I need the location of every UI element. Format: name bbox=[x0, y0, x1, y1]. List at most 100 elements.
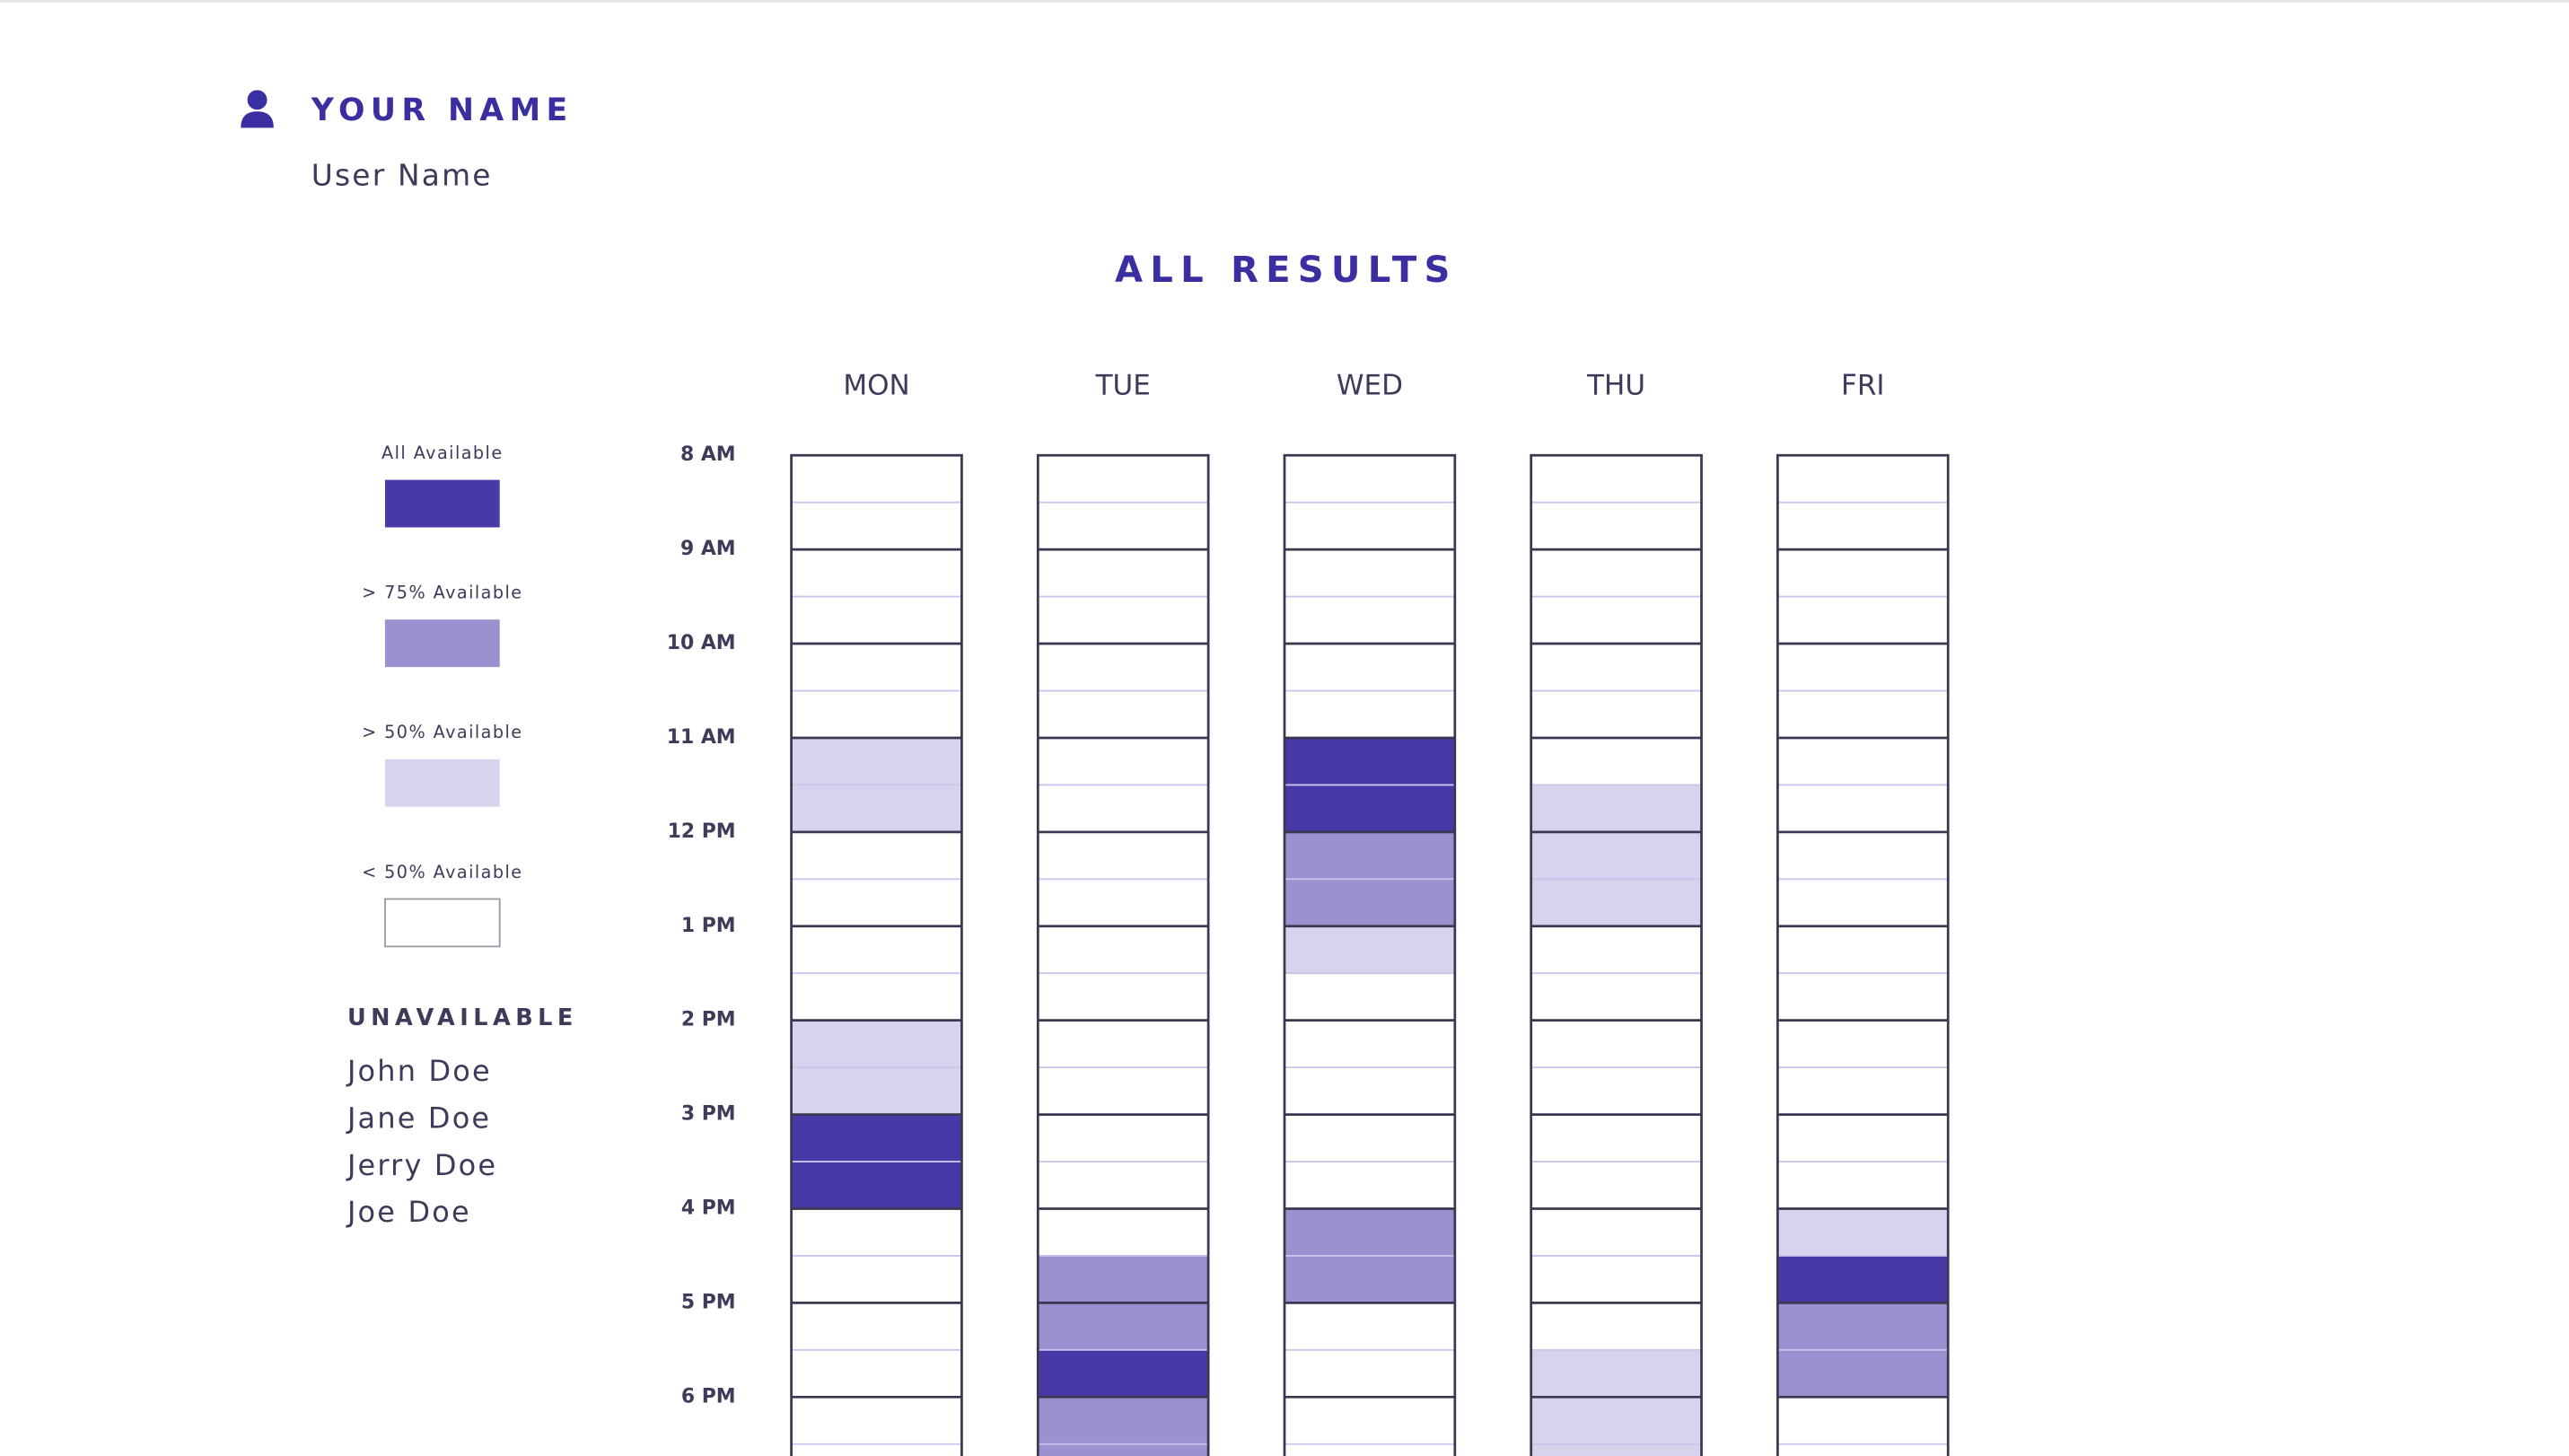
time-slot bbox=[1530, 737, 1702, 785]
time-slot bbox=[1777, 737, 1949, 785]
time-slot bbox=[1284, 737, 1455, 785]
time-slot bbox=[791, 1303, 962, 1350]
time-slot bbox=[1777, 1114, 1949, 1162]
time-slot bbox=[1530, 1020, 1702, 1068]
legend-swatch bbox=[384, 619, 500, 668]
unavailable-title: UNAVAILABLE bbox=[347, 1004, 578, 1031]
time-label: 12 PM bbox=[668, 820, 736, 843]
time-slot bbox=[1530, 644, 1702, 691]
time-slot bbox=[1038, 831, 1209, 880]
time-slot bbox=[1777, 1443, 1949, 1456]
time-slot bbox=[1284, 1208, 1455, 1256]
time-slot bbox=[1530, 1255, 1702, 1303]
time-slot bbox=[791, 502, 962, 550]
time-slot bbox=[791, 1443, 962, 1456]
time-slot bbox=[1777, 1255, 1949, 1303]
legend-swatch bbox=[384, 479, 500, 528]
time-slot bbox=[1530, 596, 1702, 645]
time-label: 1 PM bbox=[681, 915, 736, 937]
time-slot bbox=[1777, 1303, 1949, 1350]
time-slot bbox=[1284, 1114, 1455, 1162]
time-slot bbox=[1777, 831, 1949, 880]
day-column-border bbox=[1530, 453, 1703, 1456]
time-slot bbox=[1530, 925, 1702, 974]
time-slot bbox=[1530, 690, 1702, 738]
time-slot bbox=[1038, 1303, 1209, 1350]
time-slot bbox=[1284, 1067, 1455, 1115]
time-slot bbox=[791, 549, 962, 597]
time-label: 4 PM bbox=[681, 1197, 736, 1219]
time-slot bbox=[1777, 785, 1949, 832]
time-slot bbox=[791, 1397, 962, 1444]
time-slot bbox=[1284, 925, 1455, 974]
time-slot bbox=[1284, 785, 1455, 832]
day-column-border bbox=[1283, 453, 1457, 1456]
user-icon bbox=[241, 90, 274, 128]
time-slot bbox=[1777, 1208, 1949, 1256]
time-slot bbox=[1284, 1020, 1455, 1068]
time-slot bbox=[1038, 1208, 1209, 1256]
time-slot bbox=[1530, 1443, 1702, 1456]
time-label: 9 AM bbox=[680, 538, 736, 560]
time-slot bbox=[1284, 1303, 1455, 1350]
time-slot bbox=[1284, 502, 1455, 550]
time-slot bbox=[791, 1020, 962, 1068]
legend-label: All Available bbox=[381, 443, 504, 463]
legend-swatch bbox=[384, 759, 500, 807]
time-slot bbox=[1284, 1255, 1455, 1303]
legend-label: < 50% Available bbox=[362, 862, 522, 882]
time-slot bbox=[1038, 455, 1209, 503]
time-slot bbox=[1038, 879, 1209, 926]
time-slot bbox=[1777, 1020, 1949, 1068]
time-slot bbox=[1284, 973, 1455, 1021]
time-slot bbox=[791, 455, 962, 503]
legend-label: > 50% Available bbox=[362, 722, 522, 742]
time-slot bbox=[1777, 879, 1949, 926]
time-slot bbox=[1284, 690, 1455, 738]
time-slot bbox=[1284, 596, 1455, 645]
unavailable-name: Joe Doe bbox=[346, 1195, 471, 1229]
time-slot bbox=[791, 973, 962, 1021]
time-slot bbox=[1038, 1020, 1209, 1068]
time-slot bbox=[791, 1162, 962, 1209]
time-slot bbox=[1777, 973, 1949, 1021]
time-slot bbox=[791, 1349, 962, 1398]
legend-swatch bbox=[384, 898, 501, 948]
day-label: FRI bbox=[1841, 370, 1885, 402]
time-slot bbox=[1038, 549, 1209, 597]
user-name: User Name bbox=[311, 159, 493, 193]
time-label: 11 AM bbox=[667, 726, 736, 749]
time-slot bbox=[1530, 455, 1702, 503]
time-slot bbox=[1530, 1114, 1702, 1162]
time-slot bbox=[791, 831, 962, 880]
time-slot bbox=[1777, 925, 1949, 974]
time-slot bbox=[1530, 831, 1702, 880]
time-slot bbox=[1038, 925, 1209, 974]
time-slot bbox=[1038, 690, 1209, 738]
time-slot bbox=[1284, 549, 1455, 597]
time-slot bbox=[1038, 1162, 1209, 1209]
name-heading: YOUR NAME bbox=[311, 92, 574, 128]
time-slot bbox=[1530, 502, 1702, 550]
day-column-border bbox=[1036, 453, 1210, 1456]
day-label: TUE bbox=[1095, 370, 1151, 402]
time-slot bbox=[1530, 549, 1702, 597]
time-slot bbox=[1530, 1067, 1702, 1115]
day-label: THU bbox=[1586, 370, 1645, 402]
time-label: 3 PM bbox=[681, 1103, 736, 1126]
time-slot bbox=[1038, 1397, 1209, 1444]
time-label: 10 AM bbox=[667, 632, 736, 654]
time-slot bbox=[1777, 690, 1949, 738]
time-slot bbox=[1284, 455, 1455, 503]
day-label: WED bbox=[1337, 370, 1403, 402]
time-slot bbox=[1777, 1162, 1949, 1209]
time-label: 6 PM bbox=[681, 1385, 736, 1408]
day-label: MON bbox=[843, 370, 909, 402]
time-slot bbox=[1038, 1349, 1209, 1398]
time-slot bbox=[791, 1208, 962, 1256]
time-slot bbox=[1038, 1443, 1209, 1456]
time-slot bbox=[1777, 1397, 1949, 1444]
results-title: ALL RESULTS bbox=[1115, 250, 1458, 291]
time-slot bbox=[1038, 596, 1209, 645]
time-slot bbox=[1284, 1162, 1455, 1209]
